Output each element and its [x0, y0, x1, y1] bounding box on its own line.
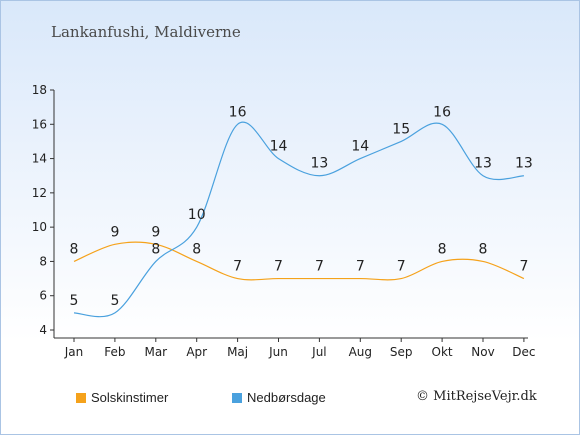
x-tick-label: Nov	[471, 345, 494, 359]
y-tick-label: 10	[32, 220, 47, 234]
x-tick-label: Maj	[227, 345, 248, 359]
y-tick-label: 4	[39, 323, 47, 337]
data-label-sun: 8	[438, 241, 447, 257]
data-label-sun: 8	[70, 241, 79, 257]
x-tick-label: Dec	[512, 345, 535, 359]
x-tick-label: Sep	[390, 345, 413, 359]
legend-label-sun: Solskinstimer	[91, 390, 169, 405]
y-tick-label: 12	[32, 186, 47, 200]
data-label-sun: 7	[233, 259, 242, 275]
data-label-sun: 7	[274, 259, 283, 275]
data-label-rain: 16	[229, 104, 247, 120]
data-label-rain: 5	[70, 293, 79, 309]
legend-item-solskinstimer: Solskinstimer	[76, 390, 168, 405]
legend-label-rain: Nedbørsdage	[247, 390, 326, 405]
data-label-rain: 14	[270, 139, 288, 155]
y-tick-label: 16	[32, 117, 47, 131]
legend-swatch-rain	[232, 393, 242, 403]
x-tick-label: Okt	[432, 345, 453, 359]
data-label-sun: 9	[110, 224, 119, 240]
data-label-sun: 8	[192, 241, 201, 257]
y-tick-label: 18	[32, 83, 47, 97]
x-tick-label: Feb	[104, 345, 125, 359]
data-label-rain: 8	[151, 241, 160, 257]
legend-swatch-sun	[76, 393, 86, 403]
data-label-sun: 7	[315, 259, 324, 275]
x-tick-label: Mar	[144, 345, 167, 359]
credit-link[interactable]: © MitRejseVejr.dk	[416, 389, 537, 404]
x-tick-label: Aug	[349, 345, 372, 359]
data-label-sun: 7	[397, 259, 406, 275]
y-tick-label: 14	[32, 152, 47, 166]
y-tick-label: 8	[39, 254, 47, 268]
chart-title: Lankanfushi, Maldiverne	[51, 23, 241, 41]
x-tick-label: Apr	[186, 345, 207, 359]
x-tick-label: Jun	[268, 345, 288, 359]
data-label-rain: 13	[310, 156, 328, 172]
data-label-sun: 9	[151, 224, 160, 240]
data-label-sun: 8	[479, 241, 488, 257]
x-tick-label: Jul	[311, 345, 326, 359]
data-label-rain: 10	[188, 207, 206, 223]
data-label-rain: 5	[110, 293, 119, 309]
data-label-rain: 13	[515, 156, 533, 172]
data-label-rain: 15	[392, 121, 410, 137]
y-tick-label: 6	[39, 289, 47, 303]
data-label-sun: 7	[356, 259, 365, 275]
data-label-rain: 16	[433, 104, 451, 120]
series-line-nedborsdage	[73, 121, 524, 318]
legend-item-nedborsdage: Nedbørsdage	[232, 390, 326, 405]
series-line-solskinstimer	[73, 241, 525, 281]
x-tick-label: Jan	[64, 345, 84, 359]
data-label-sun: 7	[519, 259, 528, 275]
data-label-rain: 13	[474, 156, 492, 172]
data-label-rain: 14	[351, 139, 369, 155]
